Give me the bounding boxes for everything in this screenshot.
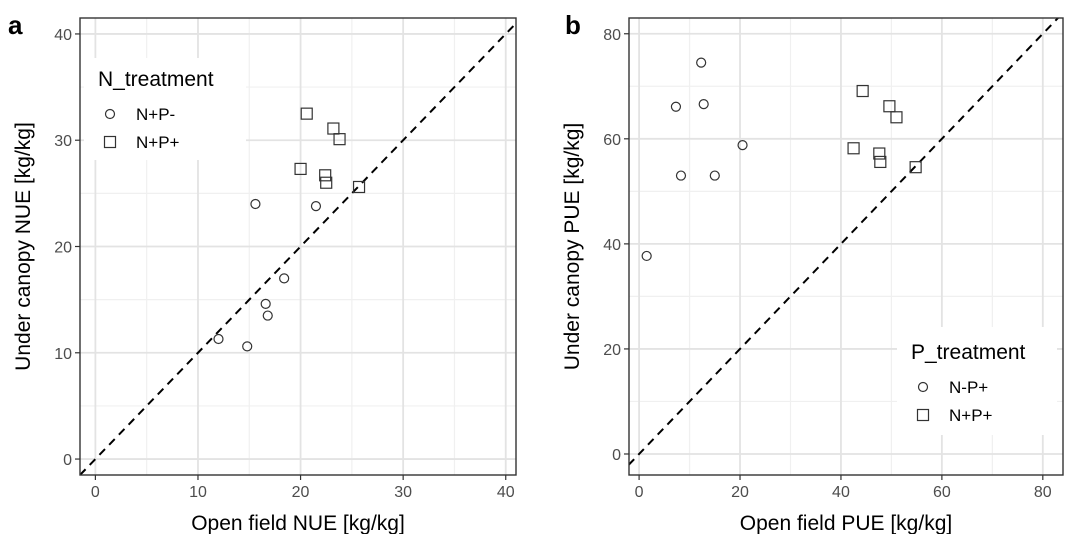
data-point-square (352, 180, 366, 194)
legend-label: N+P+ (136, 133, 180, 152)
legend-label: N+P+ (949, 406, 993, 425)
y-tick-label: 10 (54, 346, 72, 363)
data-point-square (856, 84, 869, 98)
data-point-square (883, 100, 896, 113)
data-point-square (874, 155, 887, 169)
panel-label: b (565, 10, 581, 40)
y-axis-title: Under canopy PUE [kg/kg] (561, 123, 584, 370)
data-point-circle (260, 298, 271, 309)
data-point-square (847, 142, 860, 155)
series-square (847, 84, 922, 174)
y-axis-title: Under canopy NUE [kg/kg] (12, 122, 35, 371)
legend-title: P_treatment (911, 341, 1026, 364)
series-circle (213, 198, 322, 352)
data-point-square (333, 133, 346, 146)
legend-title: N_treatment (98, 68, 214, 91)
x-tick-label: 40 (497, 484, 515, 501)
one-to-one-line (629, 18, 1060, 466)
data-point-circle (250, 198, 261, 210)
data-point-circle (709, 170, 720, 181)
legend: N_treatment N+P- N+P+ (84, 58, 246, 160)
y-tick-label: 20 (54, 240, 72, 257)
series-circle (641, 57, 748, 262)
x-tick-label: 60 (933, 484, 951, 501)
data-point-square (320, 176, 333, 189)
data-point-circle (310, 201, 322, 212)
data-point-square (873, 147, 886, 160)
data-point-circle (698, 99, 709, 110)
data-point-circle (242, 341, 253, 352)
legend-label: N-P+ (949, 378, 988, 397)
x-axis-title: Open field PUE [kg/kg] (740, 512, 952, 534)
data-point-square (890, 111, 903, 124)
panel-b: 0 20 40 60 80 0 20 40 60 80 Open field PUE [kg/kg]… (561, 10, 1064, 534)
legend-key-square (916, 408, 930, 422)
y-tick-label: 60 (603, 132, 621, 149)
legend-key-circle (917, 381, 929, 393)
x-tick-label: 80 (1034, 484, 1052, 501)
data-point-circle (670, 101, 682, 112)
series-square (294, 107, 366, 194)
data-point-circle (737, 140, 748, 151)
panel-a: 0 10 20 30 40 0 10 20 30 40 Open field NUE [kg/kg]… (8, 10, 517, 534)
panel-border (628, 17, 1064, 476)
y-tick-label: 20 (603, 342, 621, 359)
legend: P_treatment N-P+ N+P+ (897, 327, 1057, 435)
x-tick-label: 40 (832, 484, 850, 501)
x-tick-label: 20 (292, 484, 310, 501)
data-point-circle (213, 333, 224, 345)
one-to-one-line (80, 21, 516, 475)
x-tick-label: 20 (731, 484, 749, 501)
x-axis-title: Open field NUE [kg/kg] (191, 512, 405, 534)
x-tick-label: 10 (189, 484, 207, 501)
data-point-square (327, 122, 340, 135)
data-point-square (319, 169, 332, 182)
y-tick-label: 0 (612, 447, 621, 464)
legend-label: N+P- (136, 105, 175, 124)
y-tick-label: 40 (54, 27, 72, 44)
y-tick-label: 0 (63, 452, 72, 469)
axes: 0 20 40 60 80 0 20 40 60 80 (603, 27, 1052, 501)
y-tick-label: 80 (603, 27, 621, 44)
x-tick-label: 30 (394, 484, 412, 501)
data-point-square (294, 162, 307, 176)
x-tick-label: 0 (635, 484, 644, 501)
data-point-square (300, 107, 313, 120)
panel-label: a (8, 10, 23, 40)
axes: 0 10 20 30 40 0 10 20 30 40 (54, 27, 515, 501)
y-tick-label: 40 (603, 237, 621, 254)
data-point-square (909, 161, 922, 174)
data-point-circle (696, 57, 707, 68)
data-point-circle (262, 310, 273, 321)
y-tick-label: 30 (54, 133, 72, 150)
legend-key-circle (104, 108, 116, 120)
data-point-circle (279, 273, 290, 284)
x-tick-label: 0 (91, 484, 100, 501)
legend-key-square (103, 135, 117, 149)
data-point-circle (641, 250, 652, 262)
data-point-circle (675, 170, 687, 181)
legend-background (897, 327, 1057, 435)
